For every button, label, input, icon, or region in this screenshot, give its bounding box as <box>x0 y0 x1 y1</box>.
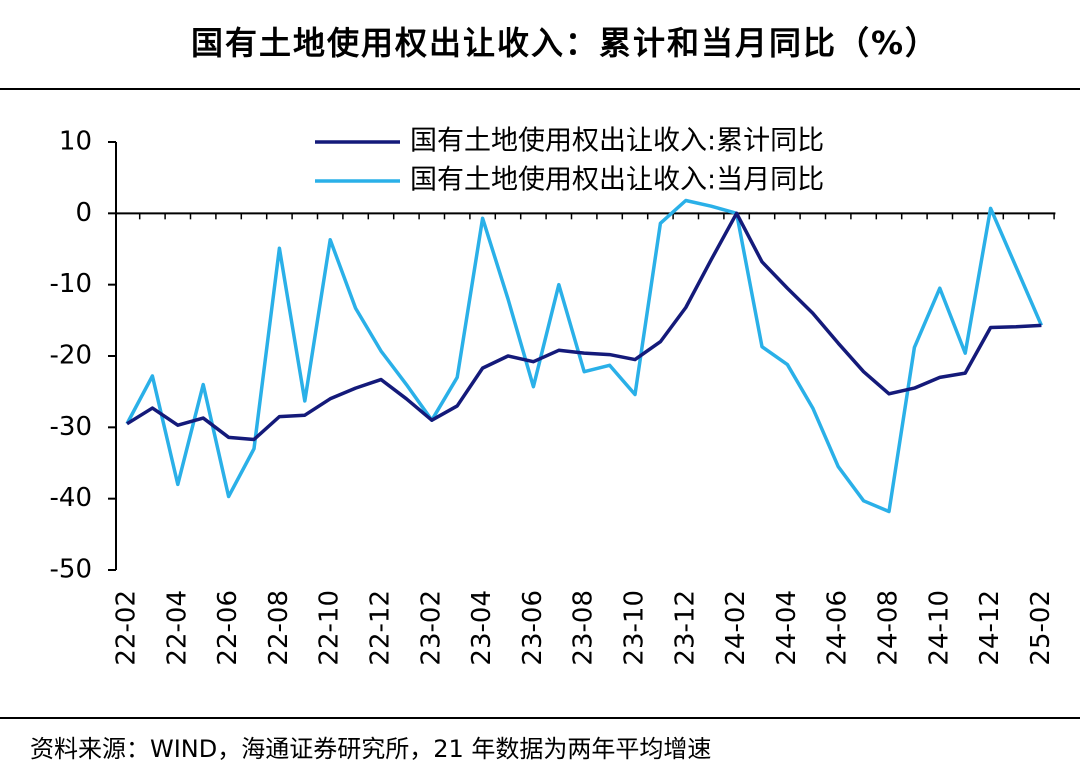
x-tick-label: 22-02 <box>112 590 142 666</box>
y-tick-label: -20 <box>50 341 92 371</box>
legend-label: 国有土地使用权出让收入:当月同比 <box>410 165 824 196</box>
x-tick-label: 24-08 <box>874 590 904 666</box>
x-tick-label: 24-06 <box>823 590 853 666</box>
y-tick-label: 10 <box>59 127 92 157</box>
x-tick-label: 24-02 <box>721 590 751 666</box>
x-tick-label: 23-08 <box>569 590 599 666</box>
legend-label: 国有土地使用权出让收入:累计同比 <box>410 126 824 157</box>
x-tick-label: 22-12 <box>366 590 396 666</box>
x-tick-label: 25-02 <box>1026 590 1056 666</box>
x-tick-label: 23-02 <box>416 590 446 666</box>
x-tick-label: 23-06 <box>518 590 548 666</box>
x-tick-label: 22-08 <box>264 590 294 666</box>
series-line <box>126 211 1042 442</box>
x-tick-label: 22-04 <box>162 590 192 666</box>
y-tick-label: -50 <box>50 555 92 585</box>
x-tick-label: 23-12 <box>670 590 700 666</box>
y-tick-label: -30 <box>50 412 92 442</box>
x-tick-label: 22-06 <box>213 590 243 666</box>
chart-title: 国有土地使用权出让收入：累计和当月同比（%） <box>191 24 939 62</box>
x-tick-label: 23-10 <box>620 590 650 666</box>
x-tick-label: 23-04 <box>467 590 497 666</box>
x-tick-label: 24-10 <box>924 590 954 666</box>
source-note: 资料来源：WIND，海通证券研究所，21 年数据为两年平均增速 <box>30 735 711 763</box>
x-tick-label: 24-04 <box>772 590 802 666</box>
x-tick-label: 24-12 <box>975 590 1005 666</box>
series-line <box>125 198 1044 514</box>
x-tick-label: 22-10 <box>315 590 345 666</box>
y-tick-label: 0 <box>75 198 92 228</box>
y-tick-label: -40 <box>50 483 92 513</box>
y-tick-label: -10 <box>50 269 92 299</box>
